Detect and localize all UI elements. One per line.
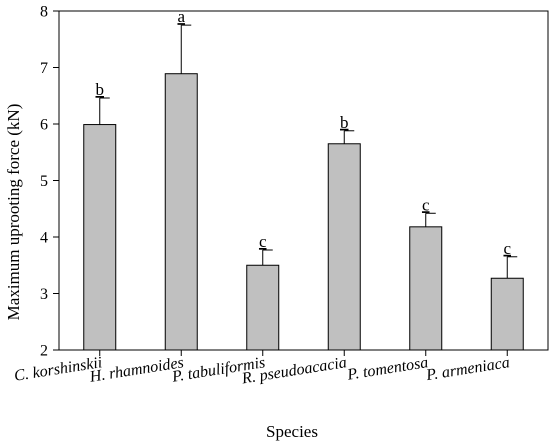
bar — [327, 143, 361, 351]
bar — [83, 124, 117, 351]
significance-label: c — [259, 232, 267, 251]
y-tick-label: 6 — [40, 117, 48, 134]
y-tick-label: 5 — [40, 173, 48, 190]
y-tick-label: 8 — [40, 4, 48, 21]
plot-frame — [58, 10, 549, 351]
bar — [246, 264, 280, 351]
y-tick-label: 3 — [40, 286, 48, 303]
plot-border — [58, 10, 549, 351]
y-tick-label: 2 — [40, 343, 48, 360]
significance-label: c — [503, 239, 511, 258]
error-bars — [99, 24, 518, 279]
bars — [83, 73, 524, 351]
y-axis: 2 3 4 5 6 7 8 — [40, 4, 59, 360]
significance-label: a — [177, 7, 185, 26]
x-tick-label: P. tomentosa — [345, 354, 429, 384]
significance-label: c — [422, 195, 430, 214]
y-axis-title: Maximum uprooting force (kN) — [4, 104, 23, 321]
x-axis-title: Species — [266, 422, 318, 441]
y-tick-label: 7 — [40, 60, 48, 77]
significance-labels: b a c b c c — [96, 7, 512, 258]
y-tick-label: 4 — [40, 230, 48, 247]
bar — [164, 73, 198, 351]
significance-label: b — [96, 80, 105, 99]
x-tick-label: P. armeniaca — [424, 354, 511, 384]
bar — [409, 226, 443, 351]
bar — [490, 277, 524, 351]
significance-label: b — [340, 113, 349, 132]
